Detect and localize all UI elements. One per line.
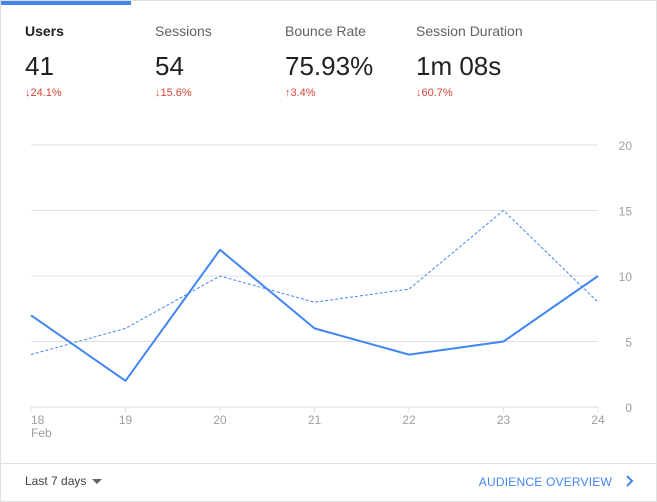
comparison-series-line: [30, 210, 599, 356]
y-tick-label: 20: [619, 139, 633, 153]
metric-change: ↓24.1%: [25, 87, 150, 100]
x-tick-label: 19: [119, 413, 133, 427]
metric-change-value: 24.1%: [30, 87, 62, 99]
y-tick-label: 10: [619, 270, 633, 284]
card-footer: Last 7 days AUDIENCE OVERVIEW: [1, 463, 656, 501]
metric-value: 54: [155, 51, 184, 81]
metric-tab-sessions[interactable]: Sessions 54 ↓15.6%: [155, 23, 280, 100]
x-tick-label: 21: [308, 413, 322, 427]
arrow-down-icon: ↓: [25, 87, 31, 99]
date-range-dropdown[interactable]: Last 7 days: [25, 474, 103, 488]
metric-label: Session Duration: [416, 23, 523, 39]
metric-label: Bounce Rate: [285, 23, 366, 39]
metric-change-value: 3.4%: [290, 87, 316, 99]
date-range-label: Last 7 days: [25, 474, 87, 488]
metric-tabs: Users 41 ↓24.1% Sessions 54 ↓15.6% Bounc…: [1, 1, 656, 111]
x-tick-label: 24: [591, 413, 605, 427]
metric-change: ↓60.7%: [416, 87, 541, 100]
metric-change: ↑3.4%: [285, 87, 410, 100]
active-tab-indicator: [1, 1, 131, 5]
metric-tab-session-duration[interactable]: Session Duration 1m 08s ↓60.7%: [416, 23, 541, 100]
metric-label: Users: [25, 23, 64, 39]
x-tick-label: 20: [213, 413, 227, 427]
x-tick-label: 23: [497, 413, 511, 427]
metric-tab-bounce-rate[interactable]: Bounce Rate 75.93% ↑3.4%: [285, 23, 410, 100]
metric-change-value: 60.7%: [421, 87, 453, 99]
metric-value: 41: [25, 51, 54, 81]
x-axis-month-label: Feb: [31, 426, 52, 440]
metric-label: Sessions: [155, 23, 212, 39]
x-tick-label: 18: [31, 413, 45, 427]
current-series-line: [30, 248, 599, 382]
metric-value: 75.93%: [285, 51, 374, 81]
x-tick-label: 22: [402, 413, 416, 427]
metric-change-value: 15.6%: [160, 87, 192, 99]
y-tick-label: 0: [625, 401, 632, 415]
metric-tab-users[interactable]: Users 41 ↓24.1%: [25, 23, 150, 100]
arrow-down-icon: ↓: [155, 87, 161, 99]
y-tick-label: 15: [619, 205, 633, 219]
y-tick-label: 5: [625, 336, 632, 350]
line-chart: 0 5 10 15 20 18 19 20 21 22 23 24 Feb: [30, 139, 633, 440]
metric-change: ↓15.6%: [155, 87, 280, 100]
chevron-right-icon[interactable]: [624, 473, 636, 489]
arrow-up-icon: ↑: [285, 87, 291, 99]
metric-value: 1m 08s: [416, 51, 502, 81]
caret-down-icon: [92, 479, 103, 485]
arrow-down-icon: ↓: [416, 87, 422, 99]
audience-overview-link[interactable]: AUDIENCE OVERVIEW: [478, 475, 612, 489]
